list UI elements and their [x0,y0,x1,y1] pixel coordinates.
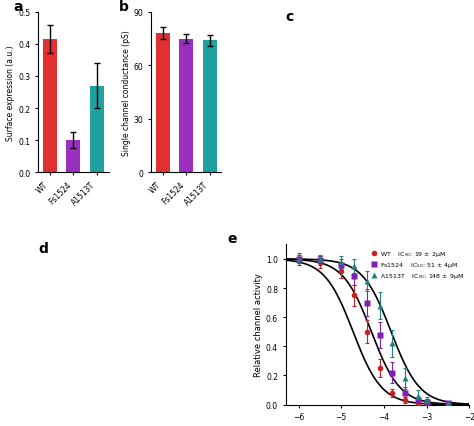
Legend: WT    IC$_{50}$: 19 ± 2μM, Fs1524    IC$_{50}$: 51 ± 4μM, A1513T    IC$_{50}$: 1: WT IC$_{50}$: 19 ± 2μM, Fs1524 IC$_{50}$… [368,248,466,282]
Text: b: b [119,0,129,14]
Bar [66,141,80,173]
Text: d: d [38,242,48,256]
Bar [43,40,57,173]
Text: c: c [286,9,294,23]
Text: e: e [227,232,237,246]
Bar [179,40,193,173]
Y-axis label: Single channel conductance (pS): Single channel conductance (pS) [122,30,131,155]
Y-axis label: Surface expression (a.u.): Surface expression (a.u.) [6,45,15,141]
Y-axis label: Relative channel activity: Relative channel activity [254,273,263,377]
Bar [90,86,104,173]
Bar [155,34,170,173]
Text: a: a [13,0,23,14]
Bar [203,41,217,173]
